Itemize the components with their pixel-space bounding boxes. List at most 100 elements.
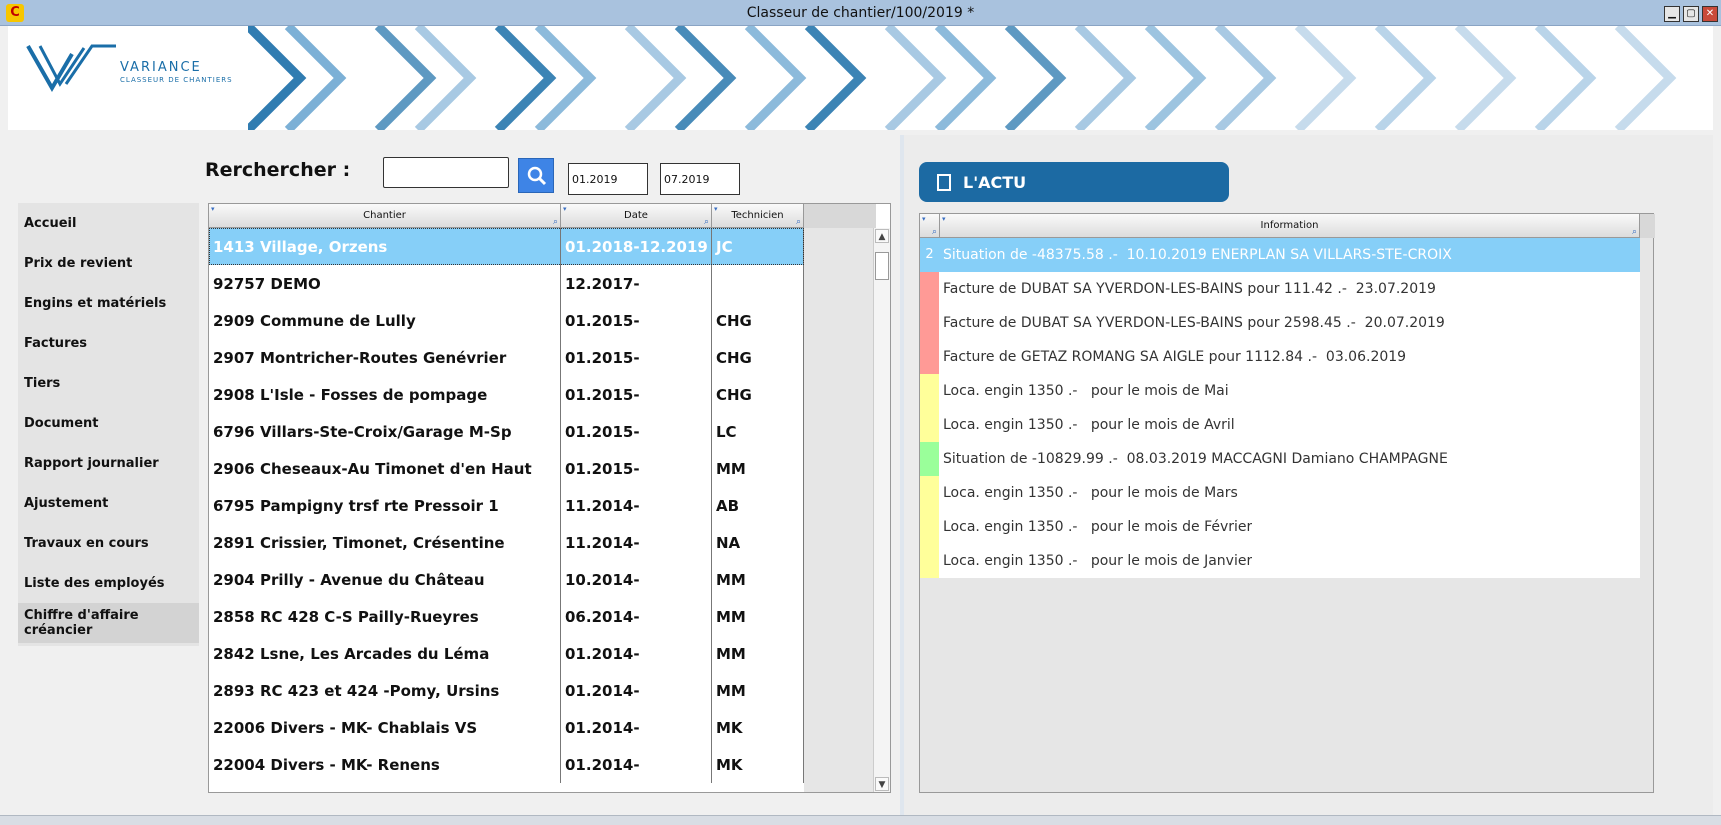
menu-item-document[interactable]: Document [24,415,99,431]
cell-technicien: CHG [712,302,804,339]
filter-icon[interactable]: ⌕ [703,217,709,227]
cell-date: 11.2014- [561,524,712,561]
cell-technicien: MK [712,746,804,783]
header-banner: VARIANCE CLASSEUR DE CHANTIERS [8,26,1713,130]
menu-item-rapport-journalier[interactable]: Rapport journalier [24,455,159,471]
cell-chantier: 2909 Commune de Lully [209,302,561,339]
table-row[interactable]: 22004 Divers - MK- Renens 01.2014- MK [209,746,804,783]
cell-chantier: 92757 DEMO [209,265,561,302]
table-row[interactable]: 2904 Prilly - Avenue du Château 10.2014- M… [209,561,804,598]
status-color-marker [920,408,939,442]
table-row[interactable]: 1413 Village, Orzens 01.2018-12.2019 JC [209,228,804,265]
filter-icon[interactable]: ⌕ [931,227,937,237]
menu-item-liste-employes[interactable]: Liste des employés [24,575,165,591]
actu-button[interactable]: L'ACTU [919,162,1229,202]
column-header-information[interactable]: ▾ Information ⌕ [940,214,1640,238]
info-text: Situation de -48375.58 .- 10.10.2019 ENE… [943,247,1452,263]
sort-icon[interactable]: ▾ [563,205,567,213]
cell-date: 01.2015- [561,413,712,450]
table-row[interactable]: 22006 Divers - MK- Chablais VS 01.2014- MK [209,709,804,746]
table-row[interactable]: 2907 Montricher-Routes Genévrier 01.2015-… [209,339,804,376]
table-scrollbar[interactable]: ▲ ▼ [873,228,890,792]
cell-chantier: 1413 Village, Orzens [209,228,561,265]
maximize-button[interactable]: ▢ [1683,6,1699,22]
table-row[interactable]: 6795 Pampigny trsf rte Pressoir 1 11.2014… [209,487,804,524]
cell-date: 01.2015- [561,339,712,376]
date-to-input[interactable]: 07.2019 [660,163,740,195]
info-row[interactable]: Loca. engin 1350 .- pour le mois de Févr… [920,510,1640,544]
column-header-date[interactable]: ▾ Date ⌕ [561,204,712,228]
search-button[interactable] [518,158,554,193]
info-row[interactable]: Loca. engin 1350 .- pour le mois de Mai [920,374,1640,408]
table-row[interactable]: 6796 Villars-Ste-Croix/Garage M-Sp 01.201… [209,413,804,450]
status-color-marker [920,544,939,578]
info-row[interactable]: Loca. engin 1350 .- pour le mois de Avri… [920,408,1640,442]
info-row[interactable]: 2 Situation de -48375.58 .- 10.10.2019 EN… [920,238,1640,272]
info-text: Loca. engin 1350 .- pour le mois de Avri… [943,417,1235,433]
search-input[interactable] [383,157,509,188]
app-icon: C [6,4,24,22]
column-header-technicien[interactable]: ▾ Technicien ⌕ [712,204,804,228]
table-row[interactable]: 2908 L'Isle - Fosses de pompage 01.2015- C… [209,376,804,413]
menu-item-tiers[interactable]: Tiers [24,375,61,391]
info-row[interactable]: Facture de DUBAT SA YVERDON-LES-BAINS po… [920,306,1640,340]
column-header-chantier[interactable]: ▾ Chantier ⌕ [209,204,561,228]
cell-chantier: 2904 Prilly - Avenue du Château [209,561,561,598]
status-color-marker [920,510,939,544]
table-empty-area [804,228,876,792]
cell-technicien: MM [712,561,804,598]
menu-item-engins[interactable]: Engins et matériels [24,295,167,311]
filter-icon[interactable]: ⌕ [552,217,558,227]
filter-icon[interactable]: ⌕ [795,217,801,227]
table-row[interactable]: 2858 RC 428 C-S Pailly-Rueyres 06.2014- MM [209,598,804,635]
info-row[interactable]: Facture de GETAZ ROMANG SA AIGLE pour 11… [920,340,1640,374]
sort-icon[interactable]: ▾ [942,215,946,223]
left-pane: Rerchercher : 01.2019 07.2019 Accueil Pr… [8,135,898,816]
info-row[interactable]: Situation de -10829.99 .- 08.03.2019 MAC… [920,442,1640,476]
sort-icon[interactable]: ▾ [211,205,215,213]
table-row[interactable]: 2891 Crissier, Timonet, Crésentine 11.201… [209,524,804,561]
table-row[interactable]: 92757 DEMO 12.2017- [209,265,804,302]
cell-date: 11.2014- [561,487,712,524]
cell-technicien: MM [712,672,804,709]
menu-item-travaux-en-cours[interactable]: Travaux en cours [24,535,149,551]
actu-info-table: ▾ ⌕ ▾ Information ⌕ 2 Situation de -48375… [919,213,1655,793]
menu-item-accueil[interactable]: Accueil [24,215,77,231]
info-row[interactable]: Loca. engin 1350 .- pour le mois de Mars [920,476,1640,510]
info-table-header: ▾ ⌕ ▾ Information ⌕ [920,214,1655,238]
date-from-input[interactable]: 01.2019 [568,163,648,195]
table-row[interactable]: 2842 Lsne, Les Arcades du Léma 01.2014- MM [209,635,804,672]
cell-date: 06.2014- [561,598,712,635]
status-color-marker [920,272,939,306]
cell-technicien: MM [712,598,804,635]
info-row[interactable]: Loca. engin 1350 .- pour le mois de Janv… [920,544,1640,578]
table-row[interactable]: 2909 Commune de Lully 01.2015- CHG [209,302,804,339]
table-row[interactable]: 2906 Cheseaux-Au Timonet d'en Haut 01.201… [209,450,804,487]
info-text: Situation de -10829.99 .- 08.03.2019 MAC… [943,451,1448,467]
sort-icon[interactable]: ▾ [922,215,926,223]
column-header-marker[interactable]: ▾ ⌕ [920,214,940,238]
info-row[interactable]: Facture de DUBAT SA YVERDON-LES-BAINS po… [920,272,1640,306]
status-color-marker [920,340,939,374]
menu-item-prix-de-revient[interactable]: Prix de revient [24,255,133,271]
cell-technicien: CHG [712,376,804,413]
filter-icon[interactable]: ⌕ [1631,227,1637,237]
table-body: 1413 Village, Orzens 01.2018-12.2019 JC 927… [209,228,804,783]
status-color-marker [920,476,939,510]
menu-item-chiffre-affaire[interactable]: Chiffre d'affaire créancier [18,603,199,643]
scroll-up-icon[interactable]: ▲ [875,229,889,243]
cell-chantier: 22006 Divers - MK- Chablais VS [209,709,561,746]
scroll-down-icon[interactable]: ▼ [875,777,889,791]
scrollbar-thumb[interactable] [875,252,889,280]
cell-chantier: 22004 Divers - MK- Renens [209,746,561,783]
status-color-marker: 2 [920,238,939,272]
menu-item-ajustement[interactable]: Ajustement [24,495,109,511]
search-icon [527,166,547,186]
close-button[interactable]: ✕ [1702,6,1718,22]
cell-date: 01.2014- [561,746,712,783]
table-row[interactable]: 2893 RC 423 et 424 -Pomy, Ursins 01.2014-… [209,672,804,709]
menu-item-factures[interactable]: Factures [24,335,88,351]
sort-icon[interactable]: ▾ [714,205,718,213]
cell-date: 01.2014- [561,672,712,709]
minimize-button[interactable]: ▁ [1664,6,1680,22]
